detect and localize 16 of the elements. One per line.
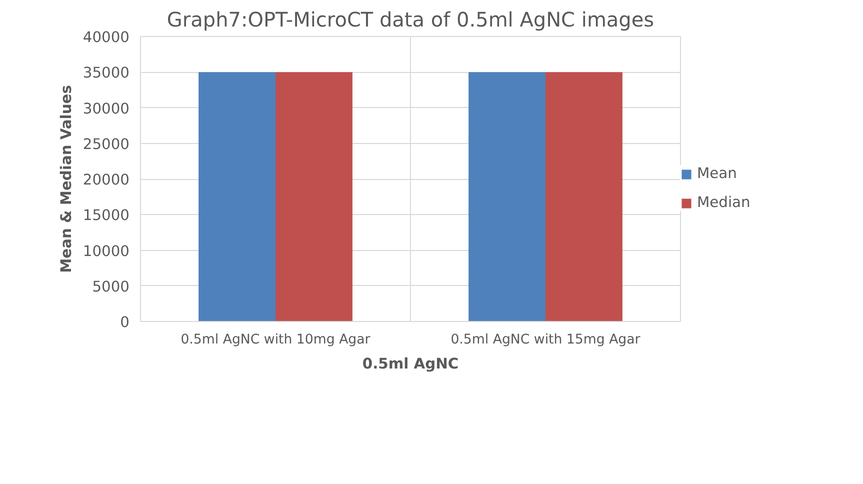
y-tick-label: 0	[120, 314, 130, 331]
x-tick-label: 0.5ml AgNC with 10mg Agar	[180, 332, 371, 348]
y-tick-label: 5000	[92, 278, 130, 296]
x-axis-title: 0.5ml AgNC	[362, 356, 459, 372]
y-tick-label: 20000	[82, 172, 130, 188]
x-tick-label: 0.5ml AgNC with 15mg Agar	[450, 332, 641, 348]
y-tick-label: 15000	[82, 207, 130, 224]
legend-label: Median	[697, 194, 750, 211]
y-tick-label: 30000	[82, 100, 130, 118]
y-axis-title: Mean & Median Values	[58, 84, 75, 273]
y-tick-label: 10000	[82, 242, 130, 260]
chart-title: Graph7:OPT-MicroCT data of 0.5ml AgNC images	[166, 8, 654, 32]
y-tick-label: 25000	[82, 136, 130, 153]
legend-label: Mean	[697, 165, 737, 182]
y-tick-label: 40000	[82, 29, 130, 46]
y-tick-label: 35000	[82, 64, 130, 82]
